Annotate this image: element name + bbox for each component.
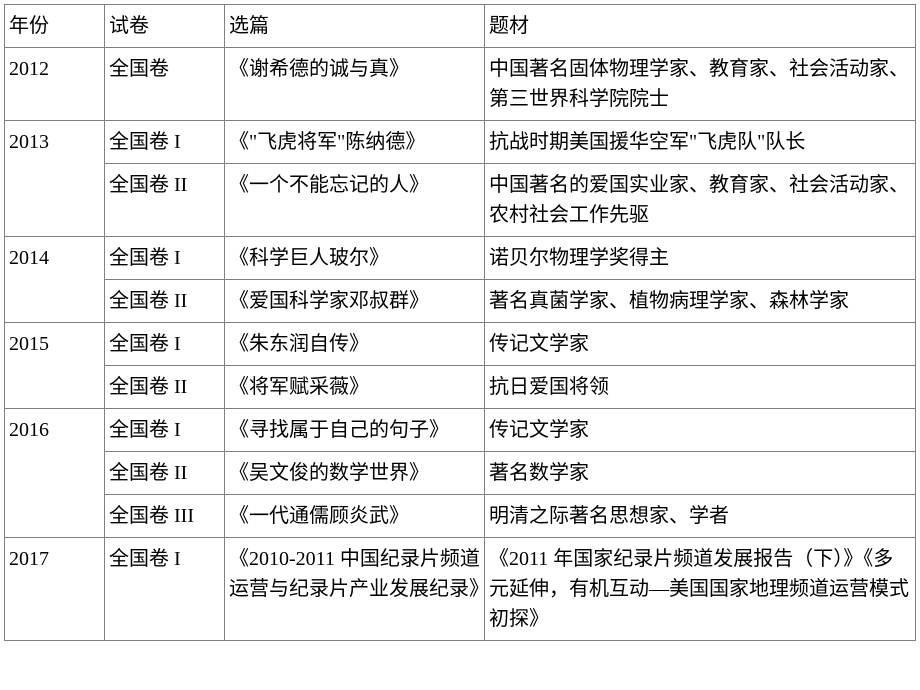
- table-header-row: 年份 试卷 选篇 题材: [5, 5, 916, 48]
- cell-subject: 抗战时期美国援华空军"飞虎队"队长: [485, 121, 916, 164]
- cell-article: 《2010-2011 中国纪录片频道运营与纪录片产业发展纪录》: [225, 538, 485, 641]
- cell-article: 《一个不能忘记的人》: [225, 164, 485, 237]
- cell-article: 《将军赋采薇》: [225, 366, 485, 409]
- cell-paper: 全国卷: [105, 48, 225, 121]
- cell-article: 《"飞虎将军"陈纳德》: [225, 121, 485, 164]
- cell-article: 《爱国科学家邓叔群》: [225, 280, 485, 323]
- table-row: 2013 全国卷 I 《"飞虎将军"陈纳德》 抗战时期美国援华空军"飞虎队"队长: [5, 121, 916, 164]
- cell-year: 2012: [5, 48, 105, 121]
- cell-paper: 全国卷 I: [105, 121, 225, 164]
- cell-article: 《朱东润自传》: [225, 323, 485, 366]
- cell-paper: 全国卷 III: [105, 495, 225, 538]
- cell-paper: 全国卷 II: [105, 280, 225, 323]
- header-subject: 题材: [485, 5, 916, 48]
- table-row: 全国卷 II 《将军赋采薇》 抗日爱国将领: [5, 366, 916, 409]
- exam-table: 年份 试卷 选篇 题材 2012 全国卷 《谢希德的诚与真》 中国著名固体物理学…: [4, 4, 916, 641]
- cell-article: 《吴文俊的数学世界》: [225, 452, 485, 495]
- cell-year: 2014: [5, 237, 105, 323]
- table-row: 全国卷 II 《一个不能忘记的人》 中国著名的爱国实业家、教育家、社会活动家、农…: [5, 164, 916, 237]
- cell-paper: 全国卷 I: [105, 409, 225, 452]
- cell-paper: 全国卷 I: [105, 538, 225, 641]
- cell-subject: 传记文学家: [485, 323, 916, 366]
- cell-subject: 传记文学家: [485, 409, 916, 452]
- cell-article: 《谢希德的诚与真》: [225, 48, 485, 121]
- table-row: 2014 全国卷 I 《科学巨人玻尔》 诺贝尔物理学奖得主: [5, 237, 916, 280]
- header-paper: 试卷: [105, 5, 225, 48]
- cell-paper: 全国卷 II: [105, 164, 225, 237]
- table-row: 全国卷 III 《一代通儒顾炎武》 明清之际著名思想家、学者: [5, 495, 916, 538]
- table-row: 全国卷 II 《爱国科学家邓叔群》 著名真菌学家、植物病理学家、森林学家: [5, 280, 916, 323]
- cell-subject: 著名数学家: [485, 452, 916, 495]
- table-body: 年份 试卷 选篇 题材 2012 全国卷 《谢希德的诚与真》 中国著名固体物理学…: [5, 5, 916, 641]
- cell-paper: 全国卷 I: [105, 323, 225, 366]
- table-row: 2016 全国卷 I 《寻找属于自己的句子》 传记文学家: [5, 409, 916, 452]
- header-article: 选篇: [225, 5, 485, 48]
- cell-subject: 著名真菌学家、植物病理学家、森林学家: [485, 280, 916, 323]
- cell-article: 《科学巨人玻尔》: [225, 237, 485, 280]
- cell-subject: 诺贝尔物理学奖得主: [485, 237, 916, 280]
- cell-year: 2013: [5, 121, 105, 237]
- cell-year: 2017: [5, 538, 105, 641]
- cell-subject: 抗日爱国将领: [485, 366, 916, 409]
- cell-article: 《一代通儒顾炎武》: [225, 495, 485, 538]
- table-row: 2015 全国卷 I 《朱东润自传》 传记文学家: [5, 323, 916, 366]
- cell-subject: 《2011 年国家纪录片频道发展报告（下）》《多元延伸，有机互动—美国国家地理频…: [485, 538, 916, 641]
- cell-article: 《寻找属于自己的句子》: [225, 409, 485, 452]
- cell-paper: 全国卷 II: [105, 366, 225, 409]
- cell-subject: 明清之际著名思想家、学者: [485, 495, 916, 538]
- table-row: 2012 全国卷 《谢希德的诚与真》 中国著名固体物理学家、教育家、社会活动家、…: [5, 48, 916, 121]
- table-row: 2017 全国卷 I 《2010-2011 中国纪录片频道运营与纪录片产业发展纪…: [5, 538, 916, 641]
- cell-paper: 全国卷 II: [105, 452, 225, 495]
- cell-year: 2016: [5, 409, 105, 538]
- cell-year: 2015: [5, 323, 105, 409]
- cell-paper: 全国卷 I: [105, 237, 225, 280]
- header-year: 年份: [5, 5, 105, 48]
- cell-subject: 中国著名固体物理学家、教育家、社会活动家、第三世界科学院院士: [485, 48, 916, 121]
- cell-subject: 中国著名的爱国实业家、教育家、社会活动家、农村社会工作先驱: [485, 164, 916, 237]
- table-row: 全国卷 II 《吴文俊的数学世界》 著名数学家: [5, 452, 916, 495]
